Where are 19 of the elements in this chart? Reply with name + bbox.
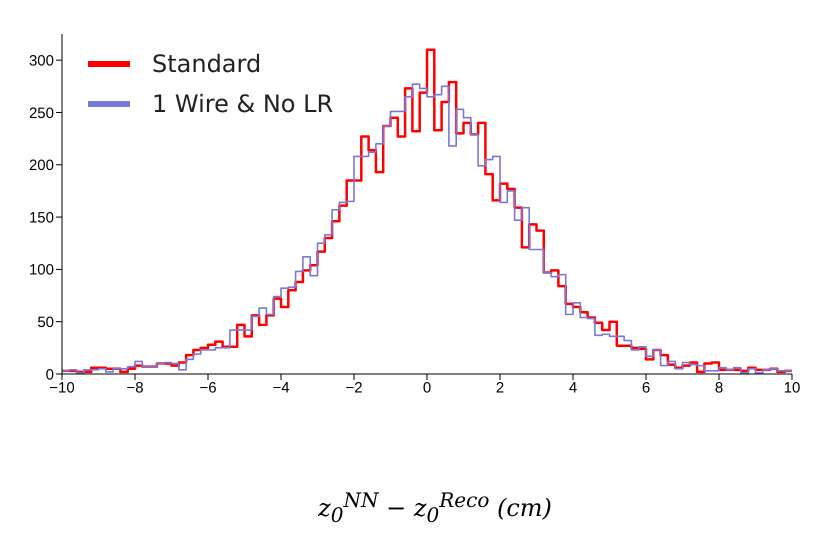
x-tick-label: −4: [272, 380, 290, 397]
x-tick-label: −8: [126, 380, 144, 397]
x-tick-label: 0: [422, 380, 432, 397]
x-tick-label: 2: [496, 380, 504, 397]
y-tick-label: 150: [28, 209, 54, 226]
x-tick-label: 10: [784, 380, 800, 397]
y-tick-label: 50: [37, 314, 54, 332]
x-axis-title: z$_{0}$$^{NN}$ − z$_{0}$$^{Reco}$ (cm): [317, 488, 553, 527]
y-tick-label: 200: [28, 157, 54, 174]
y-tick-label: 300: [28, 52, 54, 70]
legend-label: Standard: [152, 50, 262, 78]
legend-label: 1 Wire & No LR: [152, 90, 334, 118]
y-tick-label: 100: [28, 262, 54, 279]
x-tick-label: −2: [345, 380, 363, 397]
x-tick-label: 4: [568, 380, 578, 397]
x-tick-label: 8: [714, 380, 724, 397]
x-tick-label: −6: [199, 380, 217, 397]
x-tick-label: 6: [642, 380, 650, 397]
y-tick-label: 250: [28, 104, 54, 122]
